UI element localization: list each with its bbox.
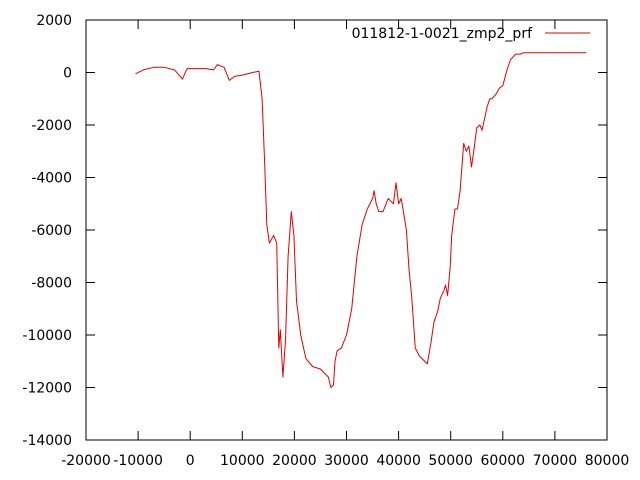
y-axis-ticks: 2000 0 -2000 -4000 -6000 -8000 -10000 -12000 -14… [22,13,607,449]
x-tick-label: 30000 [324,453,369,469]
plot-frame [85,19,608,441]
x-tick-label: 0 [186,453,195,469]
x-tick-label: 60000 [481,453,526,469]
y-tick-label: -14000 [22,433,72,449]
y-tick-label: -10000 [22,328,72,344]
series-line [135,52,587,388]
legend-label: 011812-1-0021_zmp2_prf [352,26,534,42]
y-tick-label: 0 [63,66,72,82]
x-tick-label: 40000 [376,453,421,469]
x-tick-label: -10000 [113,453,163,469]
y-tick-label: -6000 [31,223,72,239]
y-tick-label: -12000 [22,381,72,397]
series-group [135,52,587,388]
x-tick-label: 50000 [428,453,473,469]
y-tick-label: -8000 [31,276,72,292]
legend: 011812-1-0021_zmp2_prf [352,26,590,42]
y-tick-label: -4000 [31,171,72,187]
x-tick-label: 80000 [585,453,630,469]
x-tick-label: 20000 [272,453,317,469]
x-axis-ticks: -20000 -10000 0 10000 20000 30000 40000 50000 60… [61,20,629,469]
y-tick-label: 2000 [36,13,72,29]
x-tick-label: -20000 [61,453,111,469]
x-tick-label: 10000 [220,453,265,469]
y-tick-label: -2000 [31,118,72,134]
x-tick-label: 70000 [533,453,578,469]
